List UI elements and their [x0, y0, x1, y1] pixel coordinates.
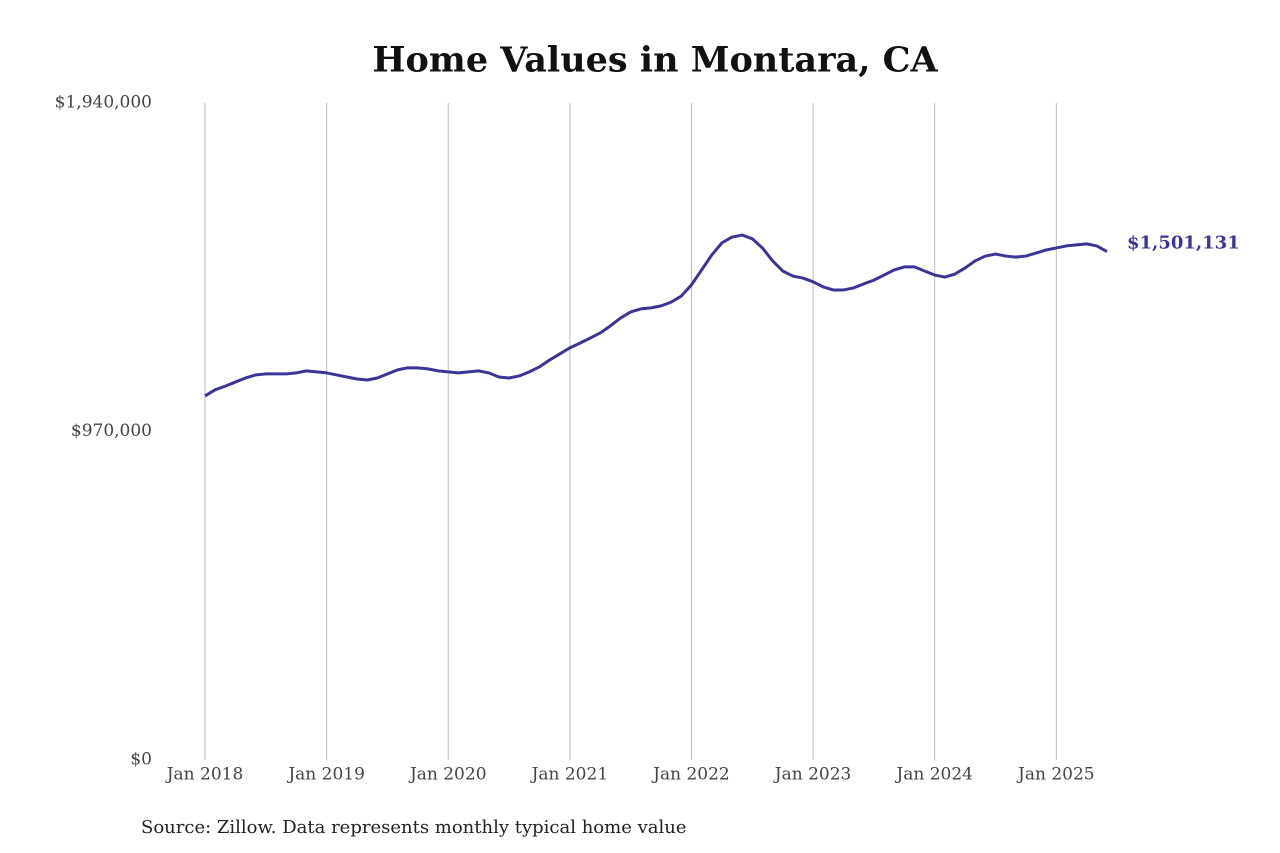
value-label: $1,501,131: [1127, 233, 1240, 254]
chart-title: Home Values in Montara, CA: [372, 40, 938, 81]
y-tick-label: $0: [130, 750, 152, 770]
source-note: Source: Zillow. Data represents monthly …: [141, 817, 687, 838]
x-tick-label: Jan 2024: [894, 765, 973, 785]
x-tick-label: Jan 2020: [408, 765, 487, 785]
y-tick-label: $970,000: [71, 421, 152, 441]
y-tick-label: $1,940,000: [55, 93, 152, 113]
x-tick-label: Jan 2022: [651, 765, 730, 785]
x-tick-label: Jan 2018: [165, 765, 244, 785]
x-tick-label: Jan 2021: [530, 765, 609, 785]
line: [204, 233, 1108, 398]
x-tick-label: Jan 2025: [1016, 765, 1095, 785]
x-tick-label: Jan 2023: [773, 765, 852, 785]
x-tick-label: Jan 2019: [286, 765, 365, 785]
